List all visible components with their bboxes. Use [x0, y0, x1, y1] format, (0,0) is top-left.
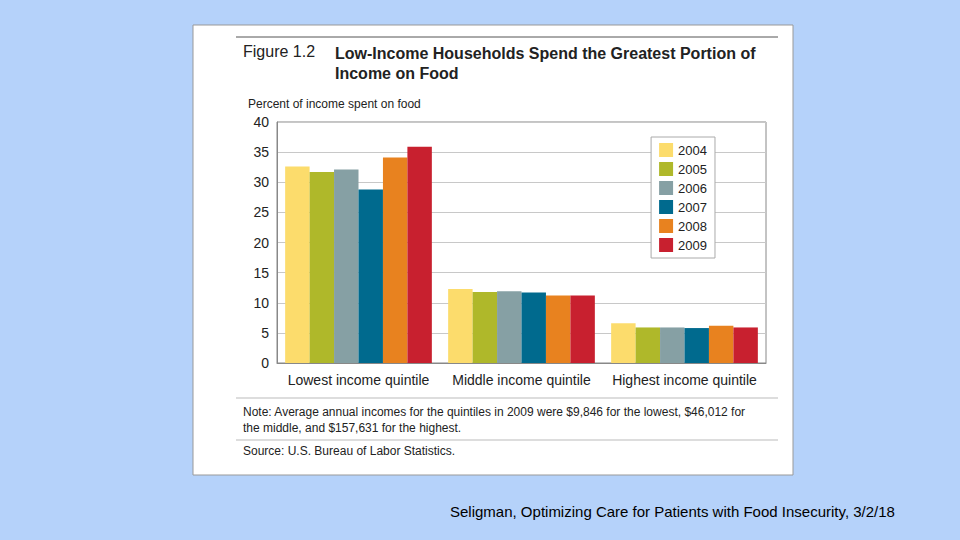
svg-text:5: 5 — [261, 325, 269, 341]
svg-text:2004: 2004 — [678, 143, 707, 158]
svg-text:Income on Food: Income on Food — [335, 65, 459, 82]
svg-text:Figure 1.2: Figure 1.2 — [243, 43, 315, 60]
svg-text:Source: U.S. Bureau of Labor S: Source: U.S. Bureau of Labor Statistics. — [243, 444, 455, 458]
svg-text:15: 15 — [253, 265, 269, 281]
svg-text:0: 0 — [261, 355, 269, 371]
svg-text:20: 20 — [253, 235, 269, 251]
svg-text:30: 30 — [253, 174, 269, 190]
svg-text:10: 10 — [253, 295, 269, 311]
svg-text:Seligman, Optimizing Care for: Seligman, Optimizing Care for Patients w… — [450, 503, 895, 520]
svg-text:2009: 2009 — [678, 238, 707, 253]
svg-text:25: 25 — [253, 204, 269, 220]
svg-text:Middle income quintile: Middle income quintile — [452, 372, 591, 388]
svg-text:Note: Average annual incomes f: Note: Average annual incomes for the qui… — [243, 405, 748, 419]
svg-text:40: 40 — [253, 114, 269, 130]
svg-text:2008: 2008 — [678, 219, 707, 234]
svg-text:2005: 2005 — [678, 162, 707, 177]
svg-text:Highest income quintile: Highest income quintile — [612, 372, 757, 388]
svg-text:Low-Income Households Spend th: Low-Income Households Spend the Greatest… — [335, 45, 756, 62]
svg-text:Percent of income spent on foo: Percent of income spent on food — [248, 97, 421, 111]
svg-text:Lowest income quintile: Lowest income quintile — [288, 372, 430, 388]
svg-text:35: 35 — [253, 144, 269, 160]
svg-text:2007: 2007 — [678, 200, 707, 215]
svg-text:the middle, and $157,631 for t: the middle, and $157,631 for the highest… — [243, 421, 461, 435]
svg-text:2006: 2006 — [678, 181, 707, 196]
